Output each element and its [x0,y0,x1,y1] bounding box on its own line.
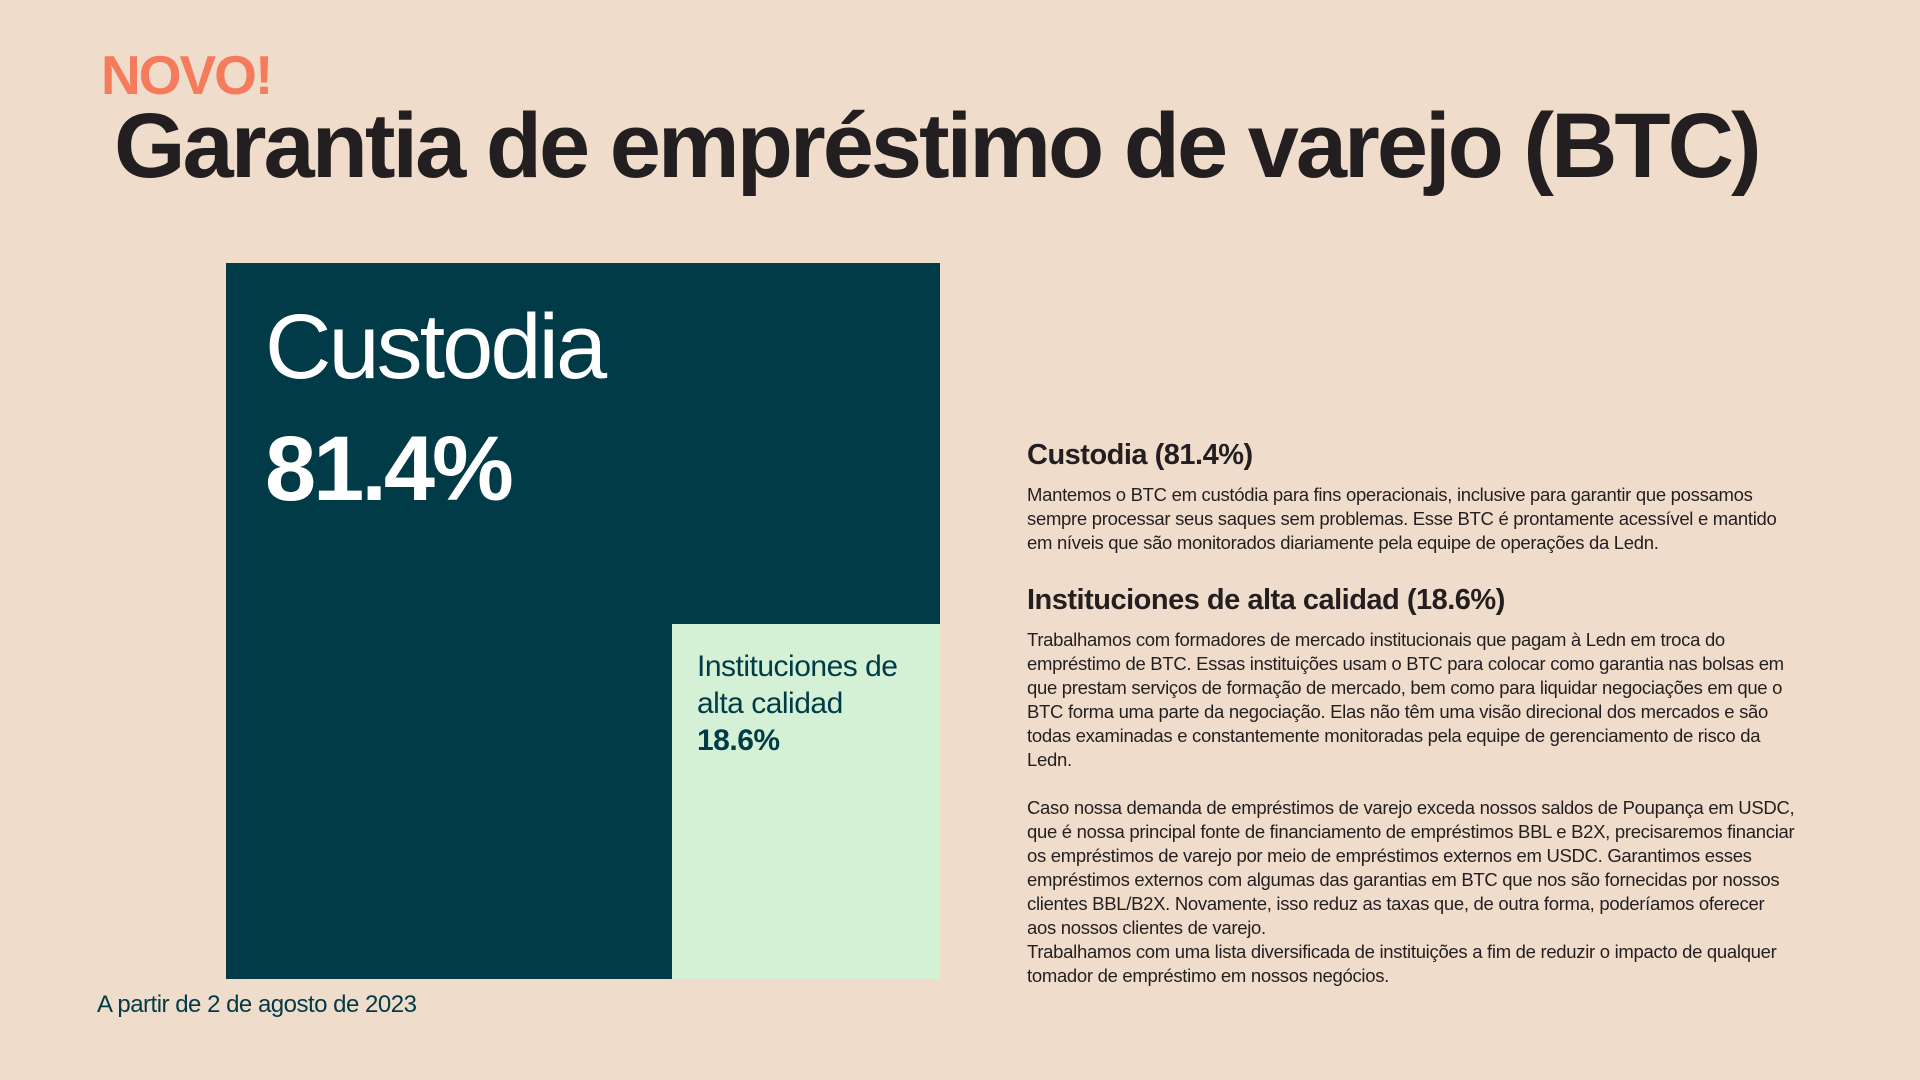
treemap-chart: Custodia 81.4% Instituciones de alta cal… [226,263,940,979]
institutions-body-1: Trabalhamos com formadores de mercado in… [1027,628,1784,770]
institutions-body-2: Caso nossa demanda de empréstimos de var… [1027,796,1795,938]
institutions-body-3: Trabalhamos com uma lista diversificada … [1027,940,1777,986]
tile-instituciones-label: Instituciones de alta calidad [697,650,898,720]
institutions-heading: Instituciones de alta calidad (18.6%) [1027,583,1505,616]
tile-instituciones: Instituciones de alta calidad 18.6% [672,624,940,979]
custody-body: Mantemos o BTC em custódia para fins ope… [1027,483,1777,553]
date-footnote: A partir de 2 de agosto de 2023 [97,991,417,1018]
tile-custodia-label: Custodia [265,296,607,398]
kicker-label: NOVO! [101,44,273,106]
tile-custodia-value: 81.4% [265,418,514,520]
page-title: Garantia de empréstimo de varejo (BTC) [114,95,1762,197]
details-text: Custodia (81.4%) Mantemos o BTC em custó… [1027,438,1797,988]
tile-instituciones-value: 18.6% [697,724,780,757]
custody-heading: Custodia (81.4%) [1027,439,1253,471]
